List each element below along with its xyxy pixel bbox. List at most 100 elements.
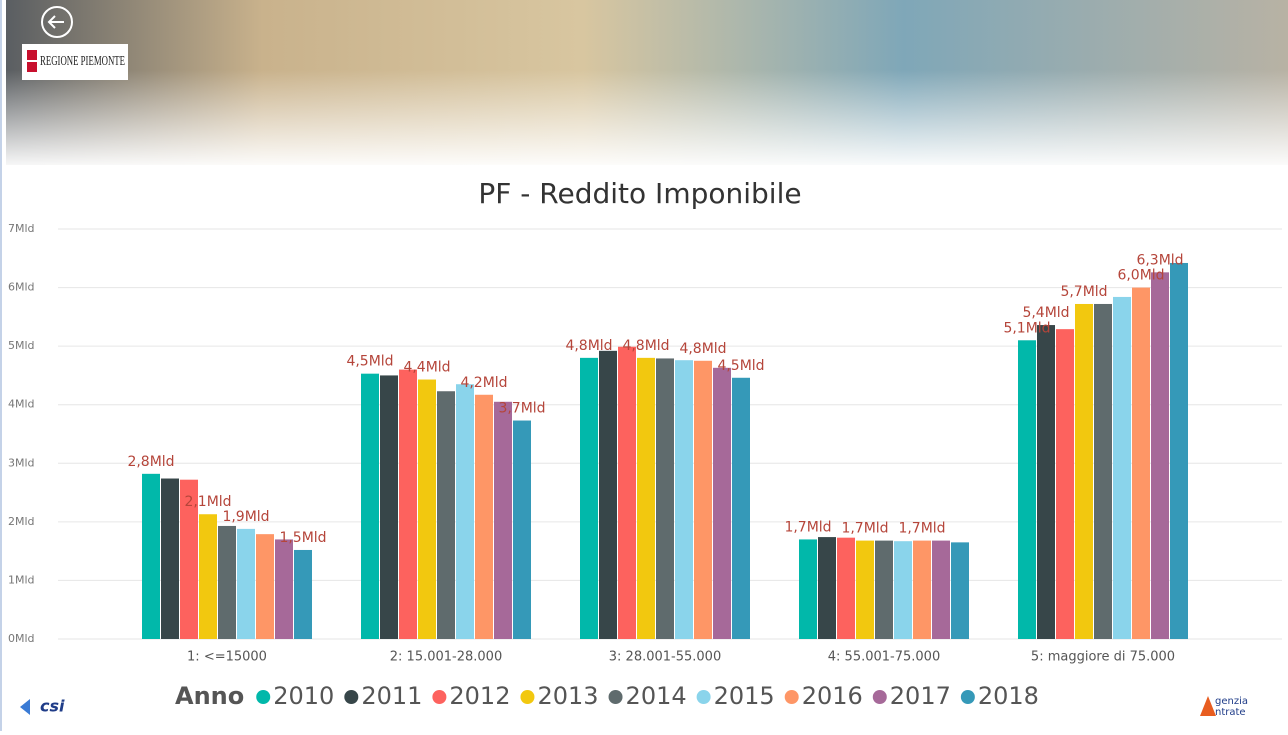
back-button[interactable] [41, 6, 73, 38]
agenzia-logo: ntrate [1215, 707, 1246, 718]
x-tick-label: 5: maggiore di 75.000 [1031, 650, 1175, 665]
csi-logo: csi [40, 697, 65, 716]
legend-title: Anno [175, 682, 244, 710]
bar [732, 377, 750, 639]
x-tick-label: 1: <=15000 [187, 650, 267, 665]
bar [399, 369, 417, 639]
bar [1075, 303, 1093, 639]
bar [1037, 325, 1055, 639]
chart-title: PF - Reddito Imponibile [478, 177, 801, 210]
logo-flag [27, 62, 37, 72]
bar [894, 541, 912, 639]
data-label: 4,4Mld [403, 360, 450, 376]
legend-swatch [960, 690, 975, 704]
bar [142, 473, 160, 639]
bar [713, 367, 731, 639]
bar [875, 540, 893, 639]
bar [1018, 340, 1036, 639]
data-label: 1,5Mld [279, 530, 326, 546]
data-label: 5,1Mld [1003, 320, 1050, 336]
legend-label: 2016 [802, 682, 863, 710]
bar [275, 539, 293, 639]
logo-flag [27, 50, 37, 60]
data-label: 6,3Mld [1136, 252, 1183, 268]
bar [837, 537, 855, 639]
data-label: 6,0Mld [1117, 268, 1164, 284]
bar [513, 420, 531, 639]
bar [456, 384, 474, 639]
bar [818, 537, 836, 639]
legend-label: 2014 [626, 682, 687, 710]
bar [161, 478, 179, 639]
bar [361, 373, 379, 639]
agenzia-mark [1200, 696, 1216, 716]
logo-text: REGIONE PIEMONTE [40, 54, 125, 69]
legend-swatch [608, 690, 623, 704]
data-label: 2,1Mld [184, 494, 231, 510]
data-label: 1,7Mld [898, 521, 945, 537]
logo-box [22, 44, 128, 80]
bar [656, 358, 674, 639]
bar [618, 346, 636, 639]
data-label: 5,4Mld [1022, 305, 1069, 321]
legend-swatch [344, 690, 359, 704]
y-tick-label: 6Mld [8, 281, 35, 294]
bar [694, 360, 712, 639]
bar [256, 534, 274, 639]
legend-label: 2015 [714, 682, 775, 710]
legend-swatch [256, 690, 271, 704]
legend-label: 2010 [273, 682, 334, 710]
bar [380, 375, 398, 639]
bar [494, 401, 512, 639]
bar [199, 514, 217, 639]
bar [1113, 296, 1131, 639]
legend-label: 2013 [537, 682, 598, 710]
legend-label: 2011 [361, 682, 422, 710]
bar [913, 540, 931, 639]
bar [1151, 272, 1169, 639]
legend-label: 2017 [890, 682, 951, 710]
y-tick-label: 2Mld [8, 515, 35, 528]
bar [294, 549, 312, 639]
data-label: 2,8Mld [127, 454, 174, 470]
legend-swatch [872, 690, 887, 704]
bar [951, 542, 969, 639]
data-label: 3,7Mld [498, 401, 545, 417]
legend-swatch [520, 690, 535, 704]
legend-label: 2012 [449, 682, 510, 710]
data-label: 1,9Mld [222, 509, 269, 525]
bar [637, 357, 655, 639]
bar [580, 357, 598, 639]
agenzia-logo: genzia [1215, 696, 1248, 707]
x-tick-label: 2: 15.001-28.000 [390, 650, 502, 665]
data-label: 5,7Mld [1060, 284, 1107, 300]
bar [218, 525, 236, 639]
x-tick-label: 4: 55.001-75.000 [828, 650, 940, 665]
data-label: 4,8Mld [679, 341, 726, 357]
bar [1056, 329, 1074, 639]
bar [237, 528, 255, 639]
bar [180, 479, 198, 639]
bar [475, 394, 493, 639]
bar [675, 360, 693, 639]
bar [1132, 287, 1150, 639]
legend-swatch [784, 690, 799, 704]
x-tick-label: 3: 28.001-55.000 [609, 650, 721, 665]
bar [799, 539, 817, 639]
data-label: 1,7Mld [784, 519, 831, 535]
bar [1170, 262, 1188, 639]
data-label: 4,8Mld [622, 338, 669, 354]
bar [599, 350, 617, 639]
csi-mark [20, 699, 30, 715]
bar [437, 391, 455, 639]
y-tick-label: 0Mld [8, 632, 35, 645]
bar [418, 379, 436, 639]
back-arrow [47, 15, 64, 29]
y-tick-label: 1Mld [8, 573, 35, 586]
data-label: 1,7Mld [841, 521, 888, 537]
bar [1094, 303, 1112, 639]
data-label: 4,8Mld [565, 338, 612, 354]
y-tick-label: 5Mld [8, 339, 35, 352]
